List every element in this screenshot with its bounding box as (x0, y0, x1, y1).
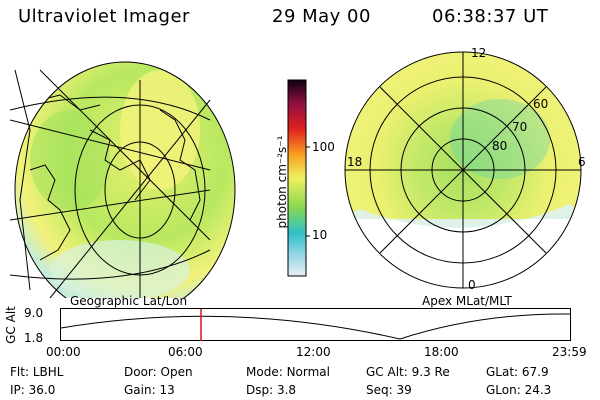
colorbar-tick-10: 10 (312, 228, 328, 242)
mlt-label-6: 6 (578, 155, 586, 169)
mlat-label-60: 60 (533, 97, 549, 111)
altitude-xtick-2: 12:00 (296, 345, 331, 359)
status-glon: GLon: 24.3 (486, 383, 552, 397)
altitude-ytick-max: 9.0 (24, 306, 44, 320)
mlat-label-80: 80 (492, 139, 508, 153)
altitude-ytick-min: 1.8 (24, 331, 44, 345)
status-glat: GLat: 67.9 (486, 365, 549, 379)
app-title: Ultraviolet Imager (18, 6, 190, 27)
status-flt: Flt: LBHL (10, 365, 64, 379)
altitude-ylabel: GC Alt (3, 306, 18, 344)
mlat-label-70: 70 (512, 120, 528, 134)
polar-plot (344, 51, 582, 289)
status-gain: Gain: 13 (124, 383, 175, 397)
colorbar-tick-100: 100 (312, 140, 335, 154)
altitude-xtick-1: 06:00 (168, 345, 203, 359)
color-scale (287, 79, 310, 277)
mlt-label-18: 18 (347, 155, 363, 169)
colorbar-label: photon cm⁻²s⁻¹ (275, 135, 289, 229)
altitude-plot (60, 308, 571, 341)
altitude-xtick-3: 18:00 (424, 345, 459, 359)
status-mode: Mode: Normal (246, 365, 330, 379)
mlt-label-12: 12 (471, 46, 487, 60)
status-ip: IP: 36.0 (10, 383, 56, 397)
polar-caption: Apex MLat/MLT (422, 294, 512, 308)
mlt-label-0: 0 (468, 278, 476, 292)
geographic-caption: Geographic Lat/Lon (70, 294, 188, 308)
status-gcalt: GC Alt: 9.3 Re (366, 365, 450, 379)
date-label: 29 May 00 (272, 6, 371, 27)
altitude-xtick-0: 00:00 (46, 345, 81, 359)
status-dsp: Dsp: 3.8 (246, 383, 297, 397)
altitude-xtick-4: 23:59 (552, 345, 587, 359)
geographic-image (10, 61, 236, 298)
status-seq: Seq: 39 (366, 383, 412, 397)
time-label: 06:38:37 UT (432, 6, 549, 27)
status-door: Door: Open (124, 365, 193, 379)
